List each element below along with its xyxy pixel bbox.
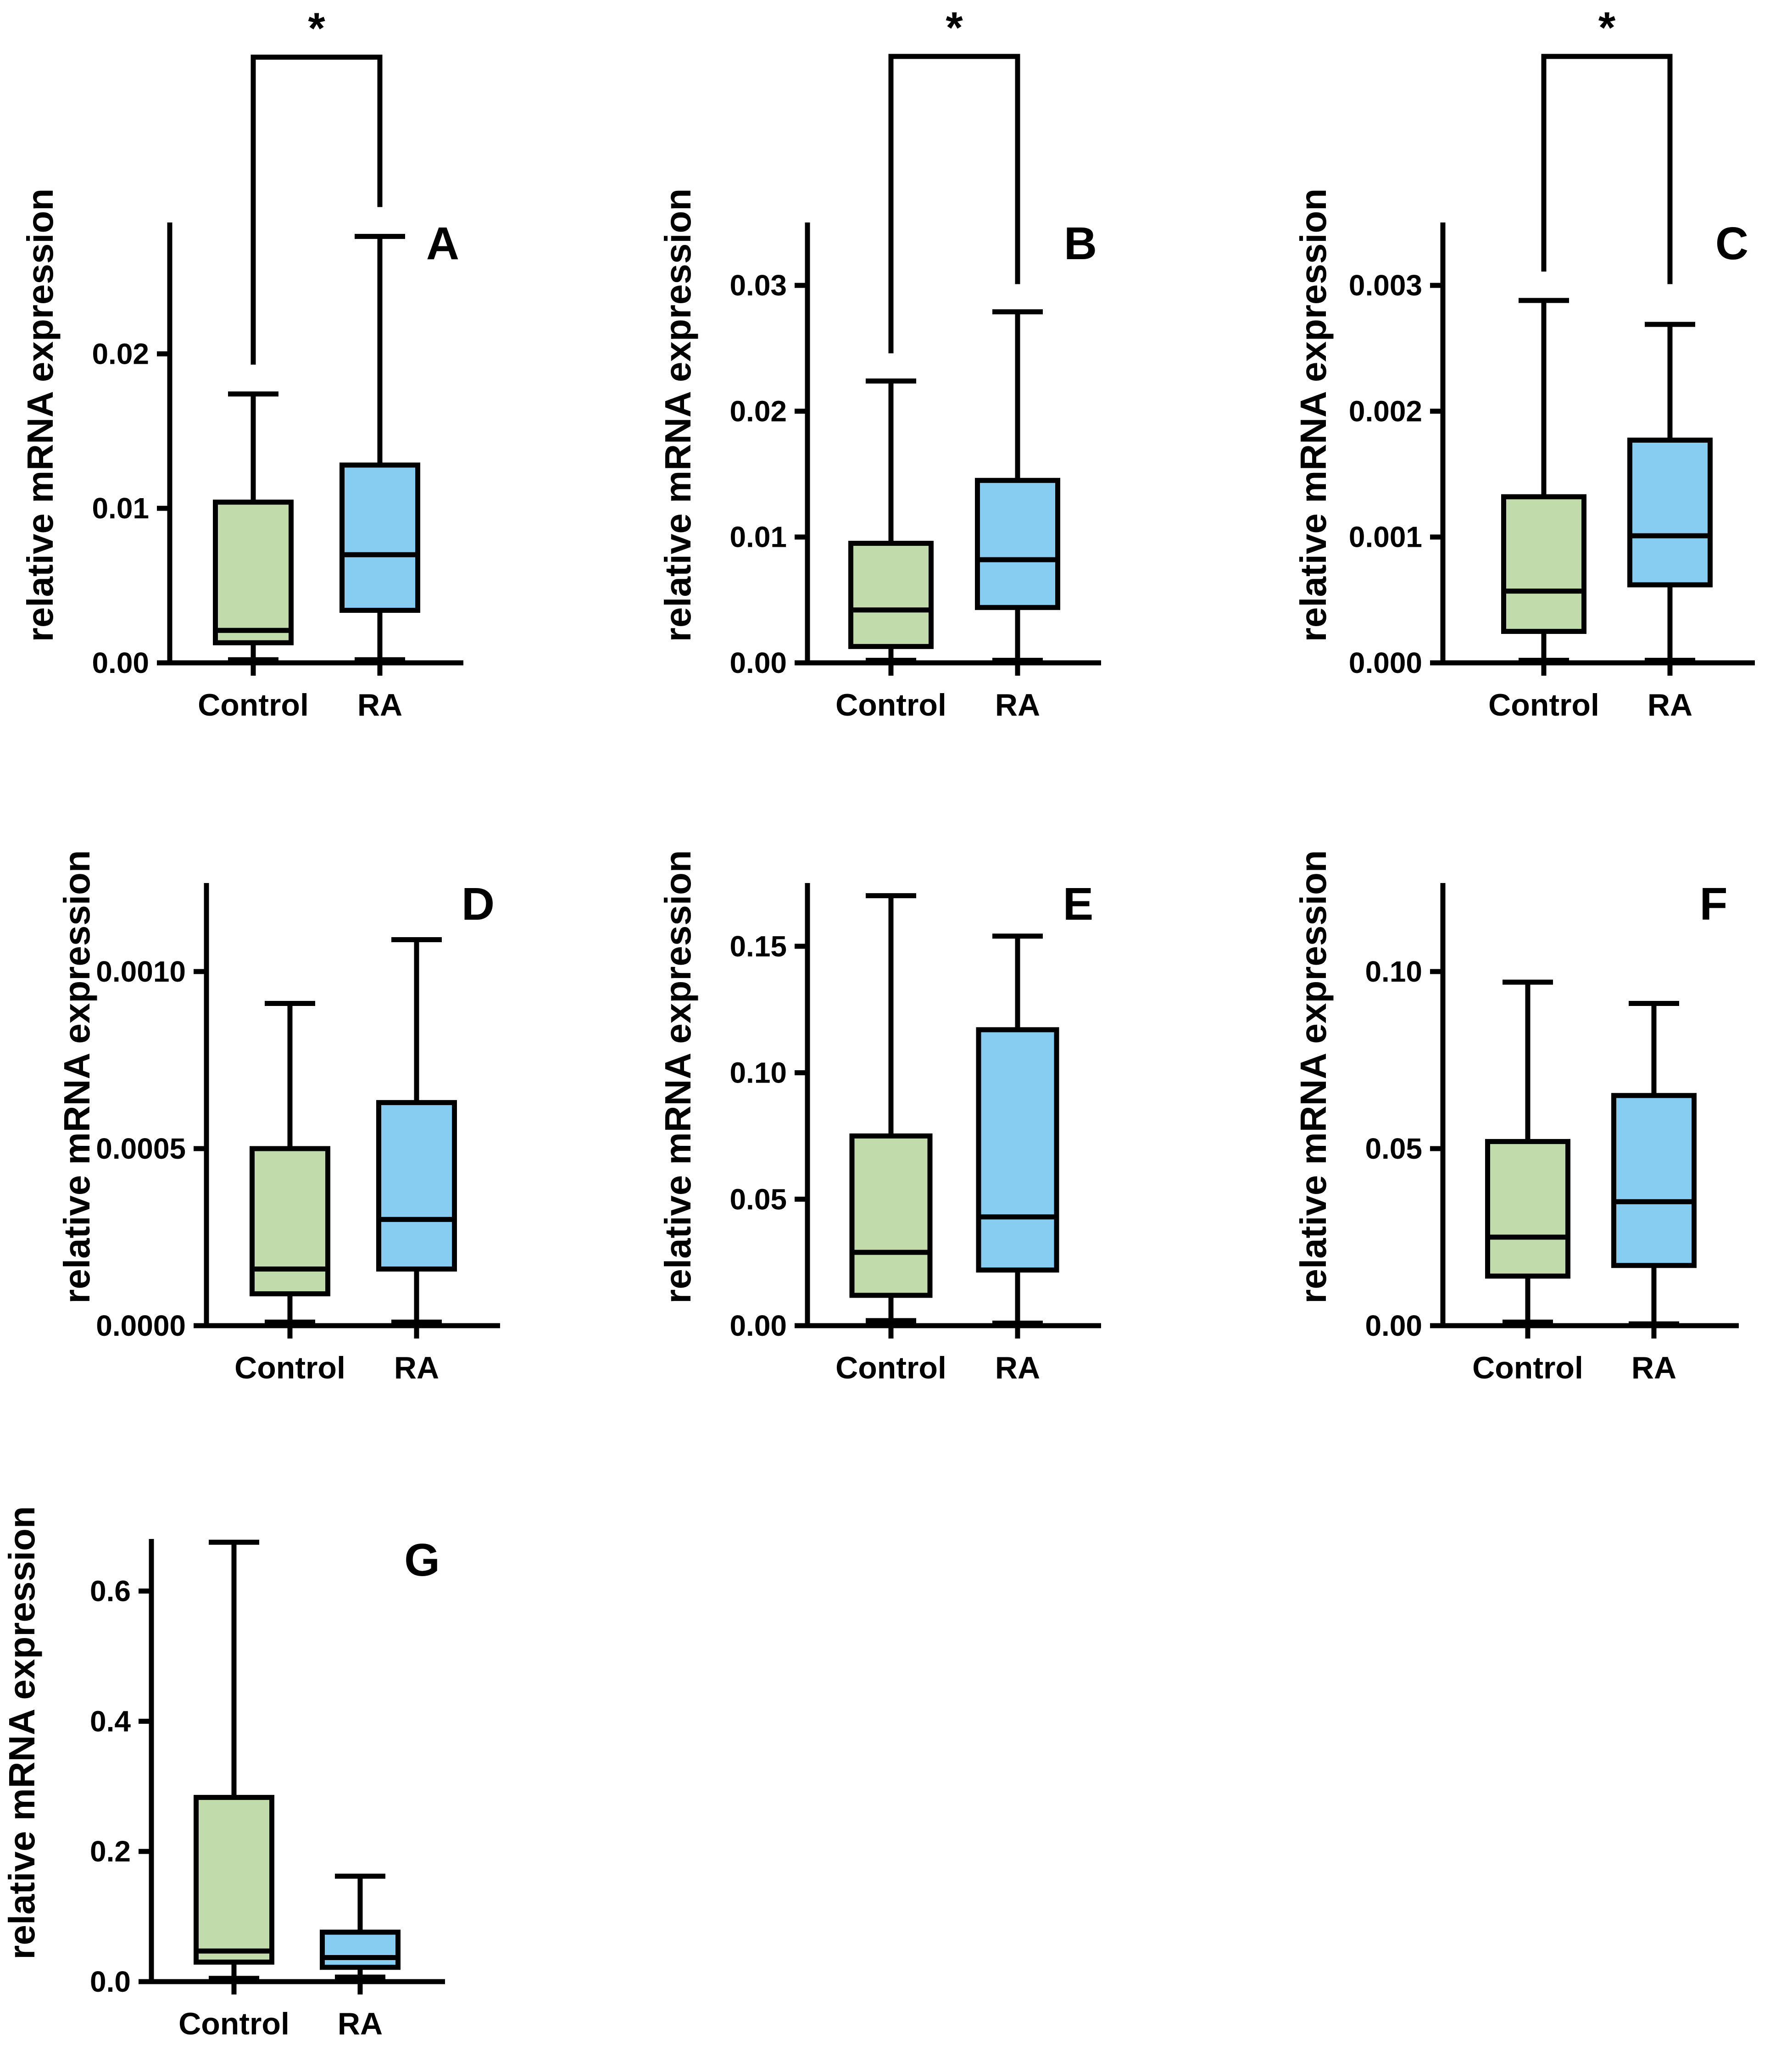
y-tick-label: 0.05 — [729, 1183, 787, 1216]
iqr-box — [250, 1146, 330, 1297]
iqr-box — [1611, 1093, 1697, 1268]
y-tick-label: 0.03 — [729, 269, 787, 302]
x-tick-label-control: Control — [198, 688, 309, 722]
y-tick-label: 0.0000 — [96, 1309, 186, 1342]
y-tick-label: 0.00 — [92, 646, 149, 679]
box-control — [1501, 298, 1586, 663]
iqr-box — [1501, 494, 1586, 634]
box-ra — [975, 309, 1060, 663]
y-axis-label: relative mRNA expression — [56, 850, 97, 1304]
y-axis-label: relative mRNA expression — [657, 189, 698, 642]
box-ra — [1611, 1000, 1697, 1327]
box-control — [849, 893, 933, 1323]
panel-label: G — [404, 1534, 440, 1586]
y-tick-label: 0.00 — [729, 646, 787, 679]
x-tick-label-ra: RA — [995, 1350, 1040, 1385]
x-tick-label-control: Control — [835, 688, 946, 722]
iqr-box — [1485, 1139, 1570, 1279]
y-tick-label: 0.6 — [90, 1575, 131, 1608]
iqr-box — [320, 1929, 401, 1970]
box-control — [213, 391, 294, 662]
panel-a: 0.00 0.01 0.02 Control RA relative mRNA expre… — [20, 4, 463, 722]
x-tick-label-ra: RA — [1631, 1350, 1676, 1385]
x-tick-label-ra: RA — [357, 688, 402, 722]
iqr-box — [848, 540, 934, 649]
x-tick-label-control: Control — [234, 1350, 345, 1385]
x-tick-label-ra: RA — [995, 688, 1040, 722]
box-control — [250, 1000, 330, 1325]
y-axis-label: relative mRNA expression — [1293, 189, 1334, 642]
x-tick-label-control: Control — [1472, 1350, 1583, 1385]
iqr-box — [340, 462, 420, 613]
significance-star: * — [1598, 3, 1616, 52]
bracket-line — [250, 55, 383, 365]
panel-e: 0.00 0.05 0.10 0.15 Control RA relative mRNA e… — [657, 850, 1101, 1385]
y-tick-label: 0.05 — [1365, 1132, 1422, 1165]
iqr-box — [975, 478, 1060, 610]
y-tick-label: 0.01 — [729, 521, 787, 554]
significance-bracket: * — [888, 3, 1020, 354]
y-tick-label: 0.000 — [1349, 646, 1422, 679]
y-tick-label: 0.2 — [90, 1835, 131, 1868]
x-tick-label-ra: RA — [1647, 688, 1692, 722]
y-tick-label: 0.10 — [729, 1056, 787, 1089]
y-tick-label: 0.00 — [1365, 1309, 1422, 1342]
x-tick-label-ra: RA — [338, 2006, 383, 2041]
iqr-box — [213, 500, 294, 645]
x-tick-label-control: Control — [835, 1350, 946, 1385]
panel-label: B — [1064, 218, 1097, 269]
box-ra — [340, 233, 420, 662]
panel-label: C — [1715, 218, 1748, 269]
significance-bracket: * — [1541, 3, 1673, 284]
y-tick-label: 0.001 — [1349, 521, 1422, 554]
y-axis-label: relative mRNA expression — [1293, 850, 1334, 1304]
y-tick-label: 0.02 — [92, 337, 149, 370]
y-tick-label: 0.01 — [92, 492, 149, 525]
panel-d: 0.0000 0.0005 0.0010 Control RA relative mRNA… — [56, 850, 500, 1385]
y-tick-label: 0.15 — [729, 930, 787, 963]
bracket-line — [1541, 54, 1673, 284]
panel-f: 0.00 0.05 0.10 Control RA relative mRNA expre… — [1293, 850, 1739, 1385]
significance-bracket: * — [250, 4, 383, 365]
y-tick-label: 0.0 — [90, 1965, 131, 1998]
x-tick-label-ra: RA — [394, 1350, 439, 1385]
iqr-box — [376, 1100, 457, 1272]
y-tick-label: 0.002 — [1349, 394, 1422, 428]
panel-label: A — [426, 218, 459, 269]
y-tick-label: 0.02 — [729, 394, 787, 428]
box-ra — [376, 937, 457, 1325]
box-control — [194, 1539, 274, 1981]
y-tick-label: 0.0010 — [96, 955, 186, 988]
iqr-box — [849, 1133, 933, 1298]
y-tick-label: 0.003 — [1349, 269, 1422, 302]
bracket-line — [888, 54, 1020, 354]
y-axis-label: relative mRNA expression — [657, 850, 698, 1304]
iqr-box — [1627, 438, 1713, 588]
box-ra — [1627, 322, 1713, 663]
iqr-box — [976, 1027, 1059, 1273]
x-tick-label-control: Control — [1488, 688, 1599, 722]
x-tick-label-control: Control — [178, 2006, 289, 2041]
significance-star: * — [308, 4, 325, 53]
y-tick-label: 0.0005 — [96, 1132, 186, 1165]
y-tick-label: 0.10 — [1365, 955, 1422, 988]
panel-label: E — [1063, 878, 1094, 930]
significance-star: * — [946, 3, 963, 52]
y-axis-label: relative mRNA expression — [20, 189, 61, 642]
iqr-box — [194, 1794, 274, 1965]
panel-label: F — [1699, 878, 1727, 930]
y-tick-label: 0.00 — [729, 1309, 787, 1342]
box-control — [1485, 979, 1570, 1325]
panel-label: D — [462, 878, 495, 930]
box-ra — [320, 1873, 401, 1980]
box-ra — [976, 933, 1059, 1326]
panel-g: 0.0 0.2 0.4 0.6 Control RA relative mRNA expre… — [1, 1506, 445, 2041]
box-control — [848, 378, 934, 663]
panel-b: 0.00 0.01 0.02 0.03 Control RA relative mRNA e… — [657, 3, 1101, 722]
y-axis-label: relative mRNA expression — [1, 1506, 42, 1960]
y-tick-label: 0.4 — [90, 1705, 131, 1738]
panel-c: 0.000 0.001 0.002 0.003 Control RA relative mR… — [1293, 3, 1755, 722]
